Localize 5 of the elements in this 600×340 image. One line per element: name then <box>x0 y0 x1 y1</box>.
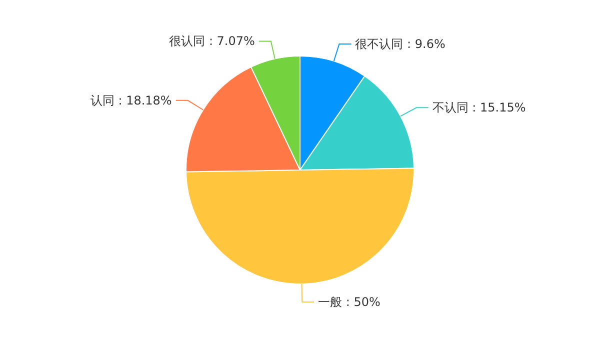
slice-label: 认同 : 18.18% <box>90 93 172 108</box>
slice-label: 很认同 : 7.07% <box>169 34 255 48</box>
slice-label: 很不认同 : 9.6% <box>355 36 446 51</box>
slice-label: 不认同 : 15.15% <box>432 100 526 115</box>
slice-label: 一般 : 50% <box>318 294 380 309</box>
